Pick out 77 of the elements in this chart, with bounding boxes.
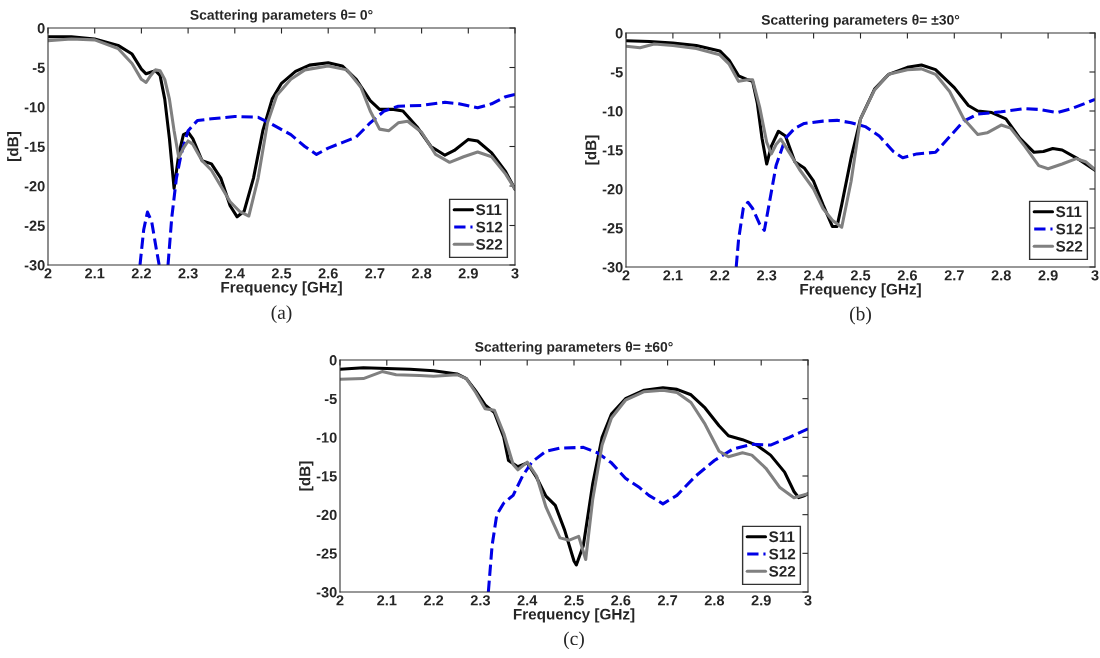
x-tick-label: 2.4 xyxy=(517,595,538,606)
x-tick-label: 2.9 xyxy=(458,268,478,279)
y-tick-label: 0 xyxy=(329,355,337,366)
x-tick-label: 2.6 xyxy=(611,595,631,606)
legend-label: S11 xyxy=(769,531,795,543)
y-tick-label: -25 xyxy=(316,548,337,559)
x-tick-label: 2.3 xyxy=(470,595,491,606)
y-axis-title: [dB] xyxy=(7,132,22,161)
x-tick-label: 2.3 xyxy=(178,268,198,279)
x-tick-label: 2.4 xyxy=(803,270,824,281)
text: (a) xyxy=(271,305,292,323)
x-tick-label: 2.4 xyxy=(225,268,245,279)
legend-label: S12 xyxy=(1056,223,1083,235)
y-tick-label: 0 xyxy=(615,28,623,39)
x-tick-label: 3 xyxy=(804,595,812,606)
x-tick-label: 2.1 xyxy=(663,270,683,281)
legend-label: S22 xyxy=(769,565,796,577)
y-tick-label: -25 xyxy=(602,223,623,234)
x-tick-label: 2.1 xyxy=(85,268,105,279)
y-tick-label: -15 xyxy=(316,471,337,482)
y-tick-label: -5 xyxy=(32,62,45,73)
y-tick-label: -25 xyxy=(24,220,45,231)
line-series xyxy=(486,427,808,592)
x-tick-label: 2.5 xyxy=(564,595,584,606)
x-tick-label: 2.2 xyxy=(710,270,730,281)
y-axis-title: [dB] xyxy=(299,461,314,491)
x-tick-label: 2.3 xyxy=(757,270,777,281)
y-tick-label: 0 xyxy=(37,23,45,34)
y-axis-title: [dB] xyxy=(585,135,600,165)
chart-title: Scattering parameters θ= ±30° xyxy=(761,14,960,28)
x-tick-label: 2.5 xyxy=(850,270,871,281)
x-tick-label: 2.2 xyxy=(423,595,444,606)
legend-label: S11 xyxy=(476,204,502,216)
legend-label: S22 xyxy=(476,238,503,250)
text: (b) xyxy=(850,306,871,325)
x-tick-label: 2.1 xyxy=(377,595,397,606)
line-series xyxy=(734,97,1095,267)
text: (c) xyxy=(564,631,584,650)
x-tick-label: 3 xyxy=(511,268,519,279)
y-tick-label: -20 xyxy=(24,181,45,192)
y-tick-label: -30 xyxy=(24,260,45,271)
x-axis-title: Frequency [GHz] xyxy=(221,281,342,296)
legend-label: S22 xyxy=(1056,240,1083,252)
x-tick-label: 2 xyxy=(622,270,630,281)
x-tick-label: 2.7 xyxy=(365,268,385,279)
y-tick-label: -10 xyxy=(316,432,337,443)
x-axis-title: Frequency [GHz] xyxy=(513,608,635,623)
x-tick-label: 3 xyxy=(1091,270,1099,281)
y-tick-label: -15 xyxy=(602,145,623,156)
x-axis-title: Frequency [GHz] xyxy=(800,283,921,298)
chart-title: Scattering parameters θ= 0° xyxy=(190,9,373,23)
y-tick-label: -20 xyxy=(602,184,623,195)
x-tick-label: 2.9 xyxy=(1038,270,1058,281)
y-tick-label: -15 xyxy=(24,141,45,152)
x-tick-label: 2.8 xyxy=(991,270,1011,281)
x-tick-label: 2.6 xyxy=(318,268,338,279)
x-tick-label: 2.7 xyxy=(944,270,964,281)
x-tick-label: 2 xyxy=(44,268,52,279)
y-tick-label: -30 xyxy=(316,587,337,598)
legend-label: S11 xyxy=(1056,206,1082,218)
legend-label: S12 xyxy=(769,548,796,560)
x-tick-label: 2.2 xyxy=(131,268,151,279)
y-tick-label: -20 xyxy=(316,509,337,521)
chart-title: Scattering parameters θ= ±60° xyxy=(475,341,673,355)
y-tick-label: -30 xyxy=(602,262,623,273)
x-tick-label: 2.9 xyxy=(751,595,771,606)
x-tick-label: 2 xyxy=(336,595,344,606)
x-tick-label: 2.7 xyxy=(657,595,678,606)
y-tick-label: -5 xyxy=(610,67,623,78)
x-tick-label: 2.6 xyxy=(897,270,918,281)
y-tick-label: -10 xyxy=(24,102,45,113)
x-tick-label: 2.8 xyxy=(411,268,432,279)
y-tick-label: -10 xyxy=(602,106,623,117)
x-tick-label: 2.8 xyxy=(704,595,725,606)
y-tick-label: -5 xyxy=(324,393,337,405)
legend-label: S12 xyxy=(476,221,503,233)
x-tick-label: 2.5 xyxy=(271,268,292,279)
